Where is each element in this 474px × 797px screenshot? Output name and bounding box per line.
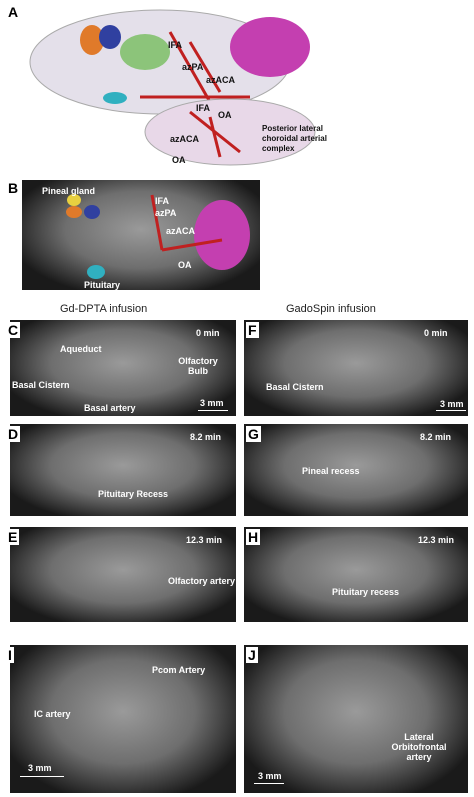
label: azACA bbox=[166, 226, 196, 236]
label: Pituitary Recess bbox=[98, 489, 169, 499]
panel-letter: A bbox=[6, 4, 21, 20]
label: azPA bbox=[155, 208, 177, 218]
scale-bar bbox=[198, 410, 228, 411]
structure bbox=[87, 265, 105, 279]
panel-letter: B bbox=[6, 180, 21, 196]
overlay bbox=[66, 194, 250, 279]
panel-e-image bbox=[10, 527, 236, 622]
time: 12.3 min bbox=[418, 535, 455, 545]
scale-label: 3 mm bbox=[258, 771, 282, 781]
label: Olfactory artery bbox=[168, 576, 236, 586]
structure bbox=[84, 205, 100, 219]
panel-b-image bbox=[22, 180, 260, 290]
label: OA bbox=[172, 155, 186, 165]
time: 8.2 min bbox=[420, 432, 452, 442]
label: Basal Cistern bbox=[12, 380, 70, 390]
label: Olfactory Bulb bbox=[178, 356, 218, 376]
panel-letter: F bbox=[246, 322, 259, 338]
label: IFA bbox=[196, 103, 211, 113]
time: 0 min bbox=[424, 328, 448, 338]
label: Basal Cistern bbox=[266, 382, 324, 392]
structure bbox=[99, 25, 121, 49]
structure bbox=[80, 25, 104, 55]
inset-render bbox=[144, 98, 316, 166]
panel-i-image bbox=[10, 645, 236, 793]
scale-label: 3 mm bbox=[28, 763, 52, 773]
render bbox=[29, 9, 316, 166]
bulb bbox=[230, 17, 310, 77]
label: Posterior lateral choroidal arterial com… bbox=[262, 124, 327, 153]
scale-label: 3 mm bbox=[200, 398, 224, 408]
label: Pituitary bbox=[84, 280, 121, 290]
panel-h-image bbox=[244, 527, 468, 622]
label: IC artery bbox=[34, 709, 71, 719]
structure bbox=[103, 92, 127, 104]
time: 8.2 min bbox=[190, 432, 222, 442]
label: Pineal gland bbox=[42, 186, 96, 196]
label: azACA bbox=[206, 75, 236, 85]
label: Aqueduct bbox=[60, 344, 102, 354]
structure bbox=[66, 206, 82, 218]
arteries bbox=[140, 31, 250, 103]
panel-letter: J bbox=[246, 647, 258, 663]
label: OA bbox=[178, 260, 192, 270]
panel-letter: G bbox=[246, 426, 261, 442]
label: Pcom Artery bbox=[152, 665, 206, 675]
panel-f-image bbox=[244, 320, 468, 416]
label: Pituitary recess bbox=[332, 587, 400, 597]
panel-c-image bbox=[10, 320, 236, 416]
label: Basal artery bbox=[84, 403, 136, 413]
structure bbox=[67, 194, 81, 206]
label: IFA bbox=[168, 40, 183, 50]
structure bbox=[120, 34, 170, 70]
panel-letter: D bbox=[6, 426, 21, 442]
panel-letter: E bbox=[6, 529, 20, 545]
scale-bar bbox=[254, 783, 284, 784]
bulb bbox=[194, 200, 250, 270]
time: 12.3 min bbox=[186, 535, 223, 545]
column-title: GadoSpin infusion bbox=[286, 303, 376, 315]
panel-letter: H bbox=[246, 529, 261, 545]
label: azACA bbox=[170, 134, 200, 144]
column-title: Gd-DPTA infusion bbox=[60, 303, 148, 315]
panel-letter: I bbox=[6, 647, 14, 663]
scale-bar bbox=[20, 776, 64, 777]
panel-d-image bbox=[10, 424, 236, 516]
label: azPA bbox=[182, 62, 204, 72]
panel-j-image bbox=[244, 645, 468, 793]
arteries bbox=[189, 110, 241, 158]
label: OA bbox=[218, 110, 232, 120]
scale-label: 3 mm bbox=[440, 399, 464, 409]
arteries bbox=[150, 194, 223, 252]
panel-g-image bbox=[244, 424, 468, 516]
panel-letter: C bbox=[6, 322, 21, 338]
label: Pineal recess bbox=[302, 466, 360, 476]
scale-bar bbox=[436, 410, 466, 411]
label: Lateral Orbitofrontal artery bbox=[391, 732, 447, 762]
label: IFA bbox=[155, 196, 170, 206]
panel-a-image bbox=[20, 2, 320, 177]
time: 0 min bbox=[196, 328, 220, 338]
